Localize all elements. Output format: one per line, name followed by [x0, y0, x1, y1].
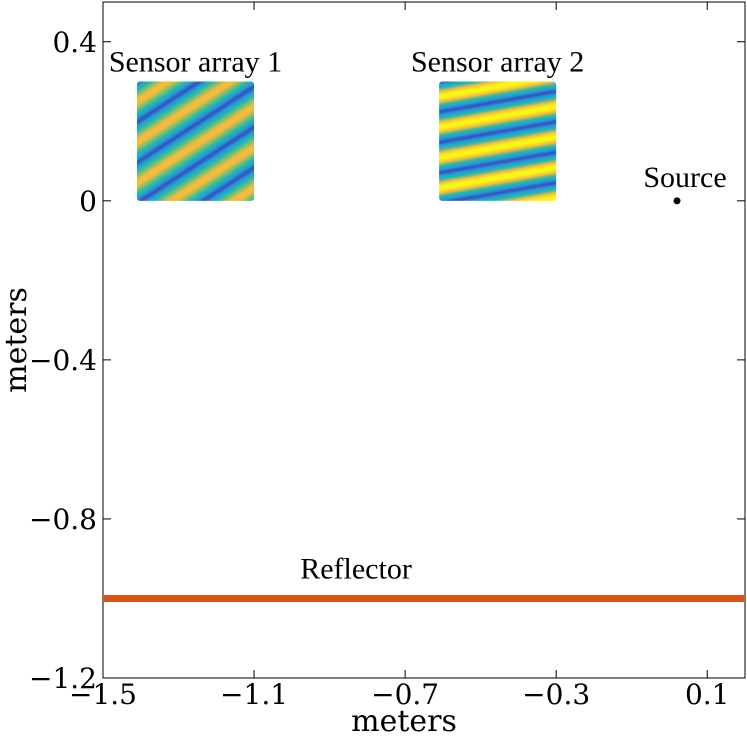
sensor-array-2: Sensor array 2 — [411, 46, 584, 201]
sensor-array-1-label: Sensor array 1 — [109, 46, 282, 79]
x-tick-label: −0.3 — [522, 678, 590, 711]
source-point — [673, 197, 681, 205]
reflector-label: Reflector — [300, 552, 412, 585]
y-axis-label: meters — [0, 287, 34, 393]
y-tick-label: 0.4 — [52, 26, 97, 59]
y-tick-label: −0.8 — [29, 503, 97, 536]
sensor-array-2-label: Sensor array 2 — [411, 46, 584, 79]
y-tick-label: −1.2 — [29, 662, 97, 695]
y-tick-label: −0.4 — [29, 344, 97, 377]
y-tick-label: 0 — [79, 185, 97, 218]
y-ticks: 0.4 0 −0.4 −0.8 −1.2 — [29, 26, 745, 695]
x-tick-label: −1.1 — [220, 678, 288, 711]
sensor-array-1: Sensor array 1 — [109, 46, 282, 201]
x-ticks: −1.5 −1.1 −0.7 −0.3 0.1 — [69, 2, 730, 711]
sensor-array-2-field — [439, 81, 557, 201]
x-tick-label: −0.7 — [371, 678, 439, 711]
source-label: Source — [643, 161, 726, 194]
plot-area: −1.5 −1.1 −0.7 −0.3 0.1 0.4 0 −0.4 −0.8 −1.2 Sen… — [29, 1, 746, 711]
sensor-array-1-field — [136, 81, 255, 201]
x-axis-label: meters — [351, 704, 457, 736]
plot-frame — [102, 1, 746, 679]
x-tick-label: 0.1 — [685, 678, 730, 711]
x-tick-label: −1.5 — [69, 678, 137, 711]
